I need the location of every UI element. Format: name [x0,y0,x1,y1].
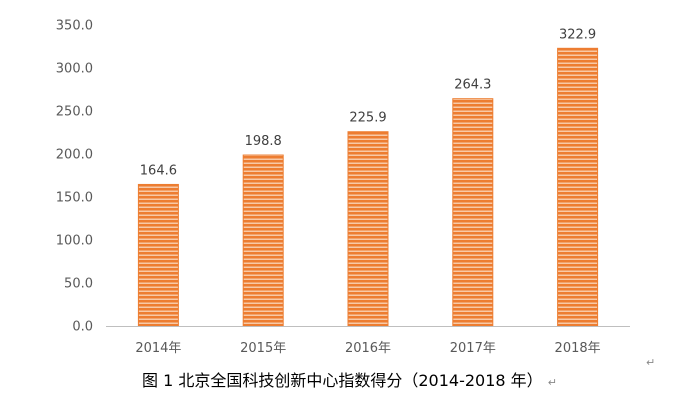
chart-title: 图 1 北京全国科技创新中心指数得分（2014-2018 年） [142,371,543,390]
y-tick-label: 350.0 [56,19,93,34]
bar-chart: 0.0 50.0 100.0 150.0 200.0 250.0 300.0 350.0 16… [56,19,630,356]
data-label: 264.3 [454,78,491,93]
x-tick-label: 2018年 [555,341,601,356]
x-tick-label: 2015年 [240,341,286,356]
x-tick-label: 2014年 [135,341,181,356]
y-tick-label: 150.0 [56,191,93,206]
bar [347,131,389,327]
y-tick-label: 100.0 [56,234,93,249]
bar [137,183,179,327]
bar [452,98,494,327]
y-tick-label: 50.0 [64,277,93,292]
x-tick-label: 2016年 [345,341,391,356]
y-tick-label: 200.0 [56,148,93,163]
data-label: 225.9 [349,111,386,126]
x-axis: 2014年 2015年 2016年 2017年 2018年 [106,326,630,356]
bars [137,47,599,327]
data-labels: 164.6 198.8 225.9 264.3 322.9 [140,27,596,178]
data-label: 198.8 [245,134,282,149]
y-tick-label: 250.0 [56,105,93,120]
data-label: 322.9 [559,27,596,42]
paragraph-mark: ↵ [646,356,656,369]
x-tick-label: 2017年 [450,341,496,356]
chart-caption: 图 1 北京全国科技创新中心指数得分（2014-2018 年） ↵ [0,367,699,391]
data-label: 164.6 [140,163,177,178]
bar [557,47,599,327]
paragraph-mark: ↵ [547,376,557,389]
y-tick-label: 300.0 [56,62,93,77]
y-axis: 0.0 50.0 100.0 150.0 200.0 250.0 300.0 350.0 [56,19,93,335]
bar [242,154,284,327]
y-tick-label: 0.0 [72,320,93,335]
